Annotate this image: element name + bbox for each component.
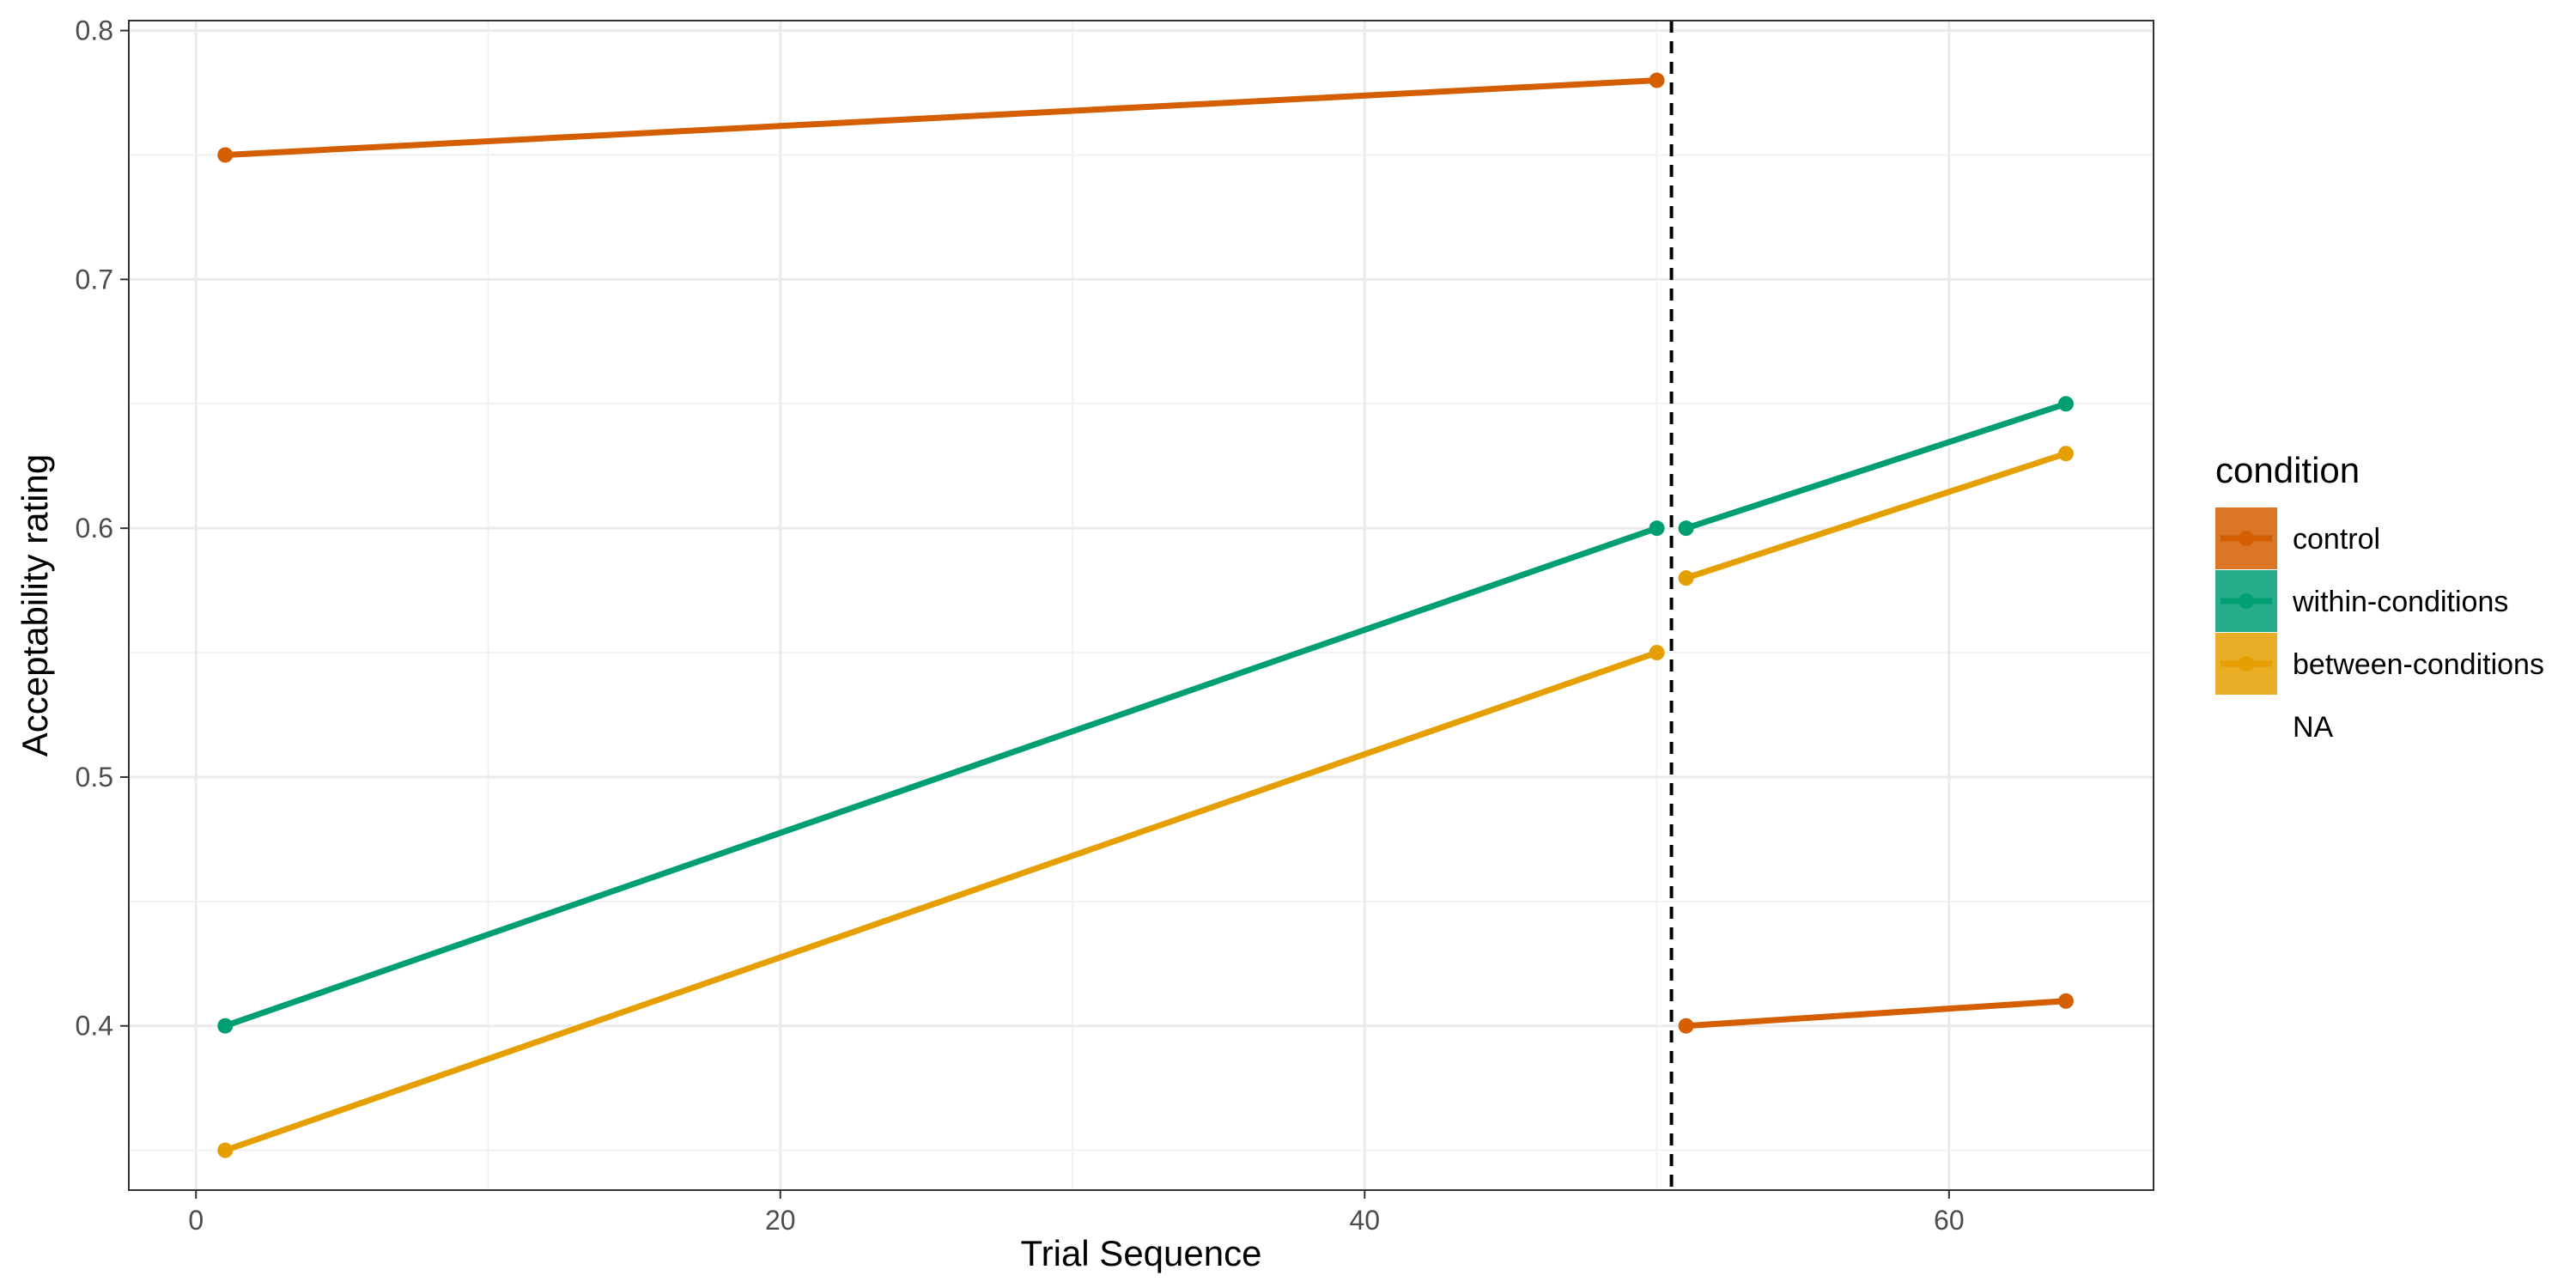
series-layer [217,72,2074,1158]
x-tick-label: 0 [188,1205,204,1236]
series-line-between-conditions [1685,450,2068,581]
y-tick-label: 0.8 [76,15,113,46]
series-line-within-conditions [1685,400,2068,532]
data-point-control [1678,1018,1694,1034]
data-point-within-conditions [2057,396,2074,412]
series-line-between-conditions [224,649,1658,1153]
x-axis-title: Trial Sequence [1021,1233,1262,1273]
series-line-control [225,77,1657,158]
data-point-between-conditions [1649,645,1665,661]
y-tick-label: 0.5 [76,762,113,793]
y-tick-label: 0.4 [76,1011,113,1042]
grid-lines [129,21,2154,1190]
data-point-control [217,147,234,163]
legend-label-na: NA [2293,711,2334,744]
data-point-between-conditions [217,1142,234,1158]
legend-key-point-between-conditions [2239,656,2254,671]
legend-title: condition [2215,450,2360,490]
y-tick-label: 0.7 [76,264,113,295]
y-tick-label: 0.6 [76,513,113,544]
plot-panel-border [128,20,2154,1191]
legend-key-point-within-conditions [2239,593,2254,609]
axes: 0 20 40 60 0.4 0.5 0.6 0.7 0.8 [76,15,1965,1236]
data-point-between-conditions [2057,446,2074,462]
x-tick-label: 60 [1934,1205,1965,1236]
legend-label-within-conditions: within-conditions [2292,586,2508,618]
x-tick-label: 40 [1350,1205,1381,1236]
data-point-control [2057,993,2074,1009]
data-point-within-conditions [1649,520,1665,537]
x-tick-label: 20 [765,1205,796,1236]
legend-key-point-control [2239,531,2254,546]
legend: control within-conditions between-conditio… [2215,507,2544,744]
data-point-between-conditions [1678,570,1694,586]
y-axis-title: Acceptability rating [15,454,55,757]
legend-label-control: control [2293,523,2380,556]
data-point-within-conditions [1678,520,1694,537]
data-point-within-conditions [217,1018,234,1034]
series-line-within-conditions [224,525,1658,1030]
series-line-control [1686,998,2067,1030]
data-point-control [1649,72,1665,88]
legend-label-between-conditions: between-conditions [2293,648,2544,681]
